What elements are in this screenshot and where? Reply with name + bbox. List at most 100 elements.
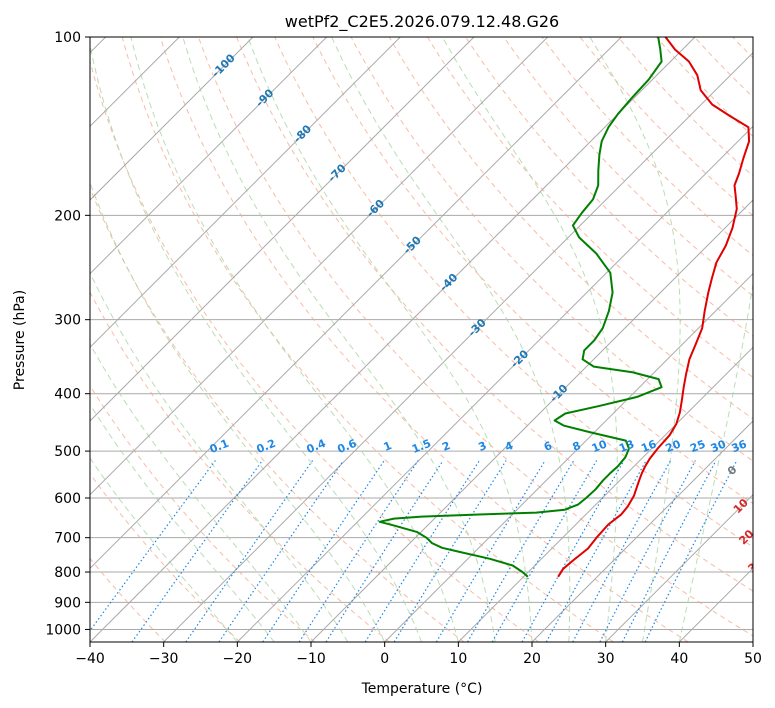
line-labels: 0.1 0.2 0.4 0.6 1 1.5 2 3 4 6 8 10 13 16 20 25 30 36-100-… <box>208 51 775 603</box>
dry-adiabat <box>90 472 241 642</box>
x-axis-label: Temperature (°C) <box>361 681 483 697</box>
isotherm <box>310 199 753 642</box>
mixing-ratio-label: 1.5 <box>410 437 433 456</box>
mixing-ratio-label: 3 <box>476 439 488 454</box>
mixing-ratio-label: 36 <box>730 437 749 455</box>
moist-adiabat <box>331 37 571 642</box>
mixing-ratio-label: 25 <box>688 438 707 456</box>
mixing-ratio-line <box>325 460 444 642</box>
isotherm <box>90 37 622 570</box>
dry-adiabat <box>90 59 540 642</box>
dry-adiabat <box>388 37 753 420</box>
dewpoint-profile-line <box>378 37 663 578</box>
dry-adiabat-label: 20 <box>736 527 756 547</box>
background-lines <box>90 37 753 642</box>
mixing-ratio-line <box>491 460 598 642</box>
y-axis-label: Pressure (hPa) <box>12 290 28 390</box>
moist-adiabat <box>90 457 238 642</box>
x-tick-label: 40 <box>670 651 688 667</box>
dry-adiabat <box>694 37 753 98</box>
dry-adiabat <box>90 186 465 642</box>
mixing-ratio-line <box>572 460 672 642</box>
mixing-ratio-label: 0.6 <box>336 437 359 456</box>
isotherm <box>236 125 753 642</box>
y-tick-label: 300 <box>54 313 81 329</box>
isotherm <box>752 641 753 642</box>
mixing-ratio-label: 1 <box>382 439 394 454</box>
mixing-ratio-line <box>644 460 738 642</box>
isotherm <box>678 567 753 642</box>
moist-adiabat <box>678 280 753 642</box>
mixing-ratio-label: 10 <box>590 437 609 455</box>
mixing-ratio-label: 13 <box>617 438 636 456</box>
isotherm <box>90 37 696 642</box>
x-tick-label: 10 <box>449 651 467 667</box>
isotherm <box>163 51 753 642</box>
dry-adiabat-label: 40 <box>762 583 775 603</box>
temperature-profile-line <box>557 37 751 578</box>
isotherm <box>457 346 753 642</box>
y-tick-label: 900 <box>54 595 81 611</box>
dry-adiabat-label: 30 <box>745 555 765 575</box>
x-tick-label: 30 <box>597 651 615 667</box>
dry-adiabat <box>732 37 753 59</box>
mixing-ratio-label: 0.4 <box>305 437 328 456</box>
dry-adiabat <box>312 37 753 505</box>
mixing-ratio-line <box>185 460 314 642</box>
y-tick-label: 600 <box>54 491 81 507</box>
dry-adiabat <box>541 37 753 257</box>
isotherm <box>90 37 254 201</box>
dry-adiabat <box>656 37 753 138</box>
y-tick-label: 200 <box>54 208 81 224</box>
dry-adiabat <box>198 37 753 637</box>
isotherm <box>90 37 328 275</box>
profile-lines <box>378 37 751 578</box>
y-tick-label: 400 <box>54 387 81 403</box>
mixing-ratio-line <box>90 460 216 632</box>
mixing-ratio-label: 8 <box>571 439 583 454</box>
dry-adiabat <box>350 37 753 462</box>
mixing-ratio-line <box>298 460 419 642</box>
y-tick-label: 1000 <box>45 622 81 638</box>
moist-adiabat <box>247 37 533 642</box>
mixing-ratio-line <box>435 460 546 642</box>
x-tick-label: 0 <box>380 651 389 667</box>
dry-adiabat-label: 0 <box>725 463 740 478</box>
y-tick-label: 500 <box>54 444 81 460</box>
chart-title: wetPf2_C2E5.2026.079.12.48.G26 <box>285 12 559 32</box>
x-tick-label: 50 <box>744 651 762 667</box>
axis-ticks: −40 −30 −20 −10 0 10 20 30 40 5010020030040050060… <box>45 30 762 667</box>
dry-adiabat <box>159 37 689 642</box>
dry-adiabat <box>426 37 753 378</box>
x-tick-label: −40 <box>75 651 105 667</box>
moist-adiabat <box>90 343 312 642</box>
y-tick-label: 700 <box>54 531 81 547</box>
y-tick-label: 800 <box>54 565 81 581</box>
moist-adiabat <box>589 37 681 642</box>
dry-adiabat <box>236 37 753 592</box>
mixing-ratio-label: 2 <box>440 439 452 454</box>
moist-adiabat <box>441 37 618 642</box>
mixing-ratio-label: 30 <box>709 437 728 455</box>
mixing-ratio-line <box>545 460 647 642</box>
dry-adiabat <box>503 37 753 297</box>
plot-frame <box>89 36 754 643</box>
mixing-ratio-line <box>262 460 385 642</box>
x-tick-label: 20 <box>523 651 541 667</box>
moist-adiabat <box>90 181 386 642</box>
dry-adiabat <box>90 384 316 642</box>
mixing-ratio-label: 0.2 <box>255 437 278 456</box>
dry-adiabat <box>465 37 753 337</box>
y-tick-label: 100 <box>54 30 81 46</box>
dry-adiabat <box>274 37 753 548</box>
moist-adiabat <box>90 42 422 642</box>
moist-adiabat <box>90 271 349 642</box>
mixing-ratio-label: 16 <box>639 437 658 455</box>
mixing-ratio-label: 0.1 <box>208 437 231 456</box>
dry-adiabat <box>90 291 390 642</box>
isotherm <box>90 37 475 422</box>
mixing-ratio-label: 20 <box>664 437 683 455</box>
moist-adiabat <box>90 403 275 642</box>
isotherm <box>90 37 549 496</box>
